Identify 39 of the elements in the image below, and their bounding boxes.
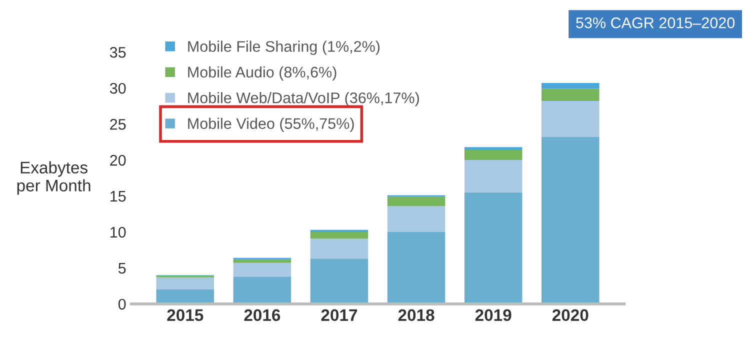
bar	[310, 258, 368, 304]
x-tick-label: 2015	[167, 309, 204, 322]
bar	[464, 160, 522, 192]
y-tick-label: 5	[118, 262, 126, 274]
y-tick-label: 0	[118, 298, 126, 310]
bar	[156, 290, 214, 304]
bar	[541, 101, 600, 138]
legend-label: Mobile File Sharing (1%,2%)	[188, 40, 380, 55]
bar	[233, 276, 292, 304]
bar	[464, 192, 522, 304]
bar	[464, 150, 522, 160]
x-tick-label: 2018	[398, 309, 434, 322]
bar	[156, 277, 214, 290]
text: 53% CAGR 2015–2020	[576, 17, 735, 28]
bar	[541, 88, 600, 102]
legend-label: Mobile Web/Data/VoIP (36%,17%)	[188, 92, 419, 106]
bar	[233, 259, 292, 263]
x-tick-label: 2017	[321, 309, 358, 322]
y-tick-label: 30	[110, 82, 126, 94]
bar	[387, 206, 446, 232]
y-tick-label: 20	[110, 154, 126, 166]
bar	[387, 196, 446, 206]
bar	[310, 232, 368, 238]
y-tick-label: 35	[110, 46, 126, 58]
bar	[387, 232, 446, 304]
x-tick-label: 2016	[244, 309, 280, 322]
y-axis-title: Exabytes per Month	[17, 161, 90, 195]
y-tick-label: 25	[110, 118, 126, 130]
bar	[233, 262, 292, 277]
x-tick-label: 2019	[475, 309, 512, 322]
bar	[541, 137, 600, 304]
y-tick-label: 10	[110, 226, 126, 238]
legend-label: Mobile Audio (8%,6%)	[188, 66, 336, 81]
bar	[541, 83, 600, 89]
bar	[310, 238, 368, 259]
y-tick-label: 15	[110, 191, 126, 202]
legend-label: Mobile Video (55%,75%)	[188, 118, 354, 132]
bar	[464, 147, 522, 150]
x-tick-label: 2020	[552, 309, 588, 322]
